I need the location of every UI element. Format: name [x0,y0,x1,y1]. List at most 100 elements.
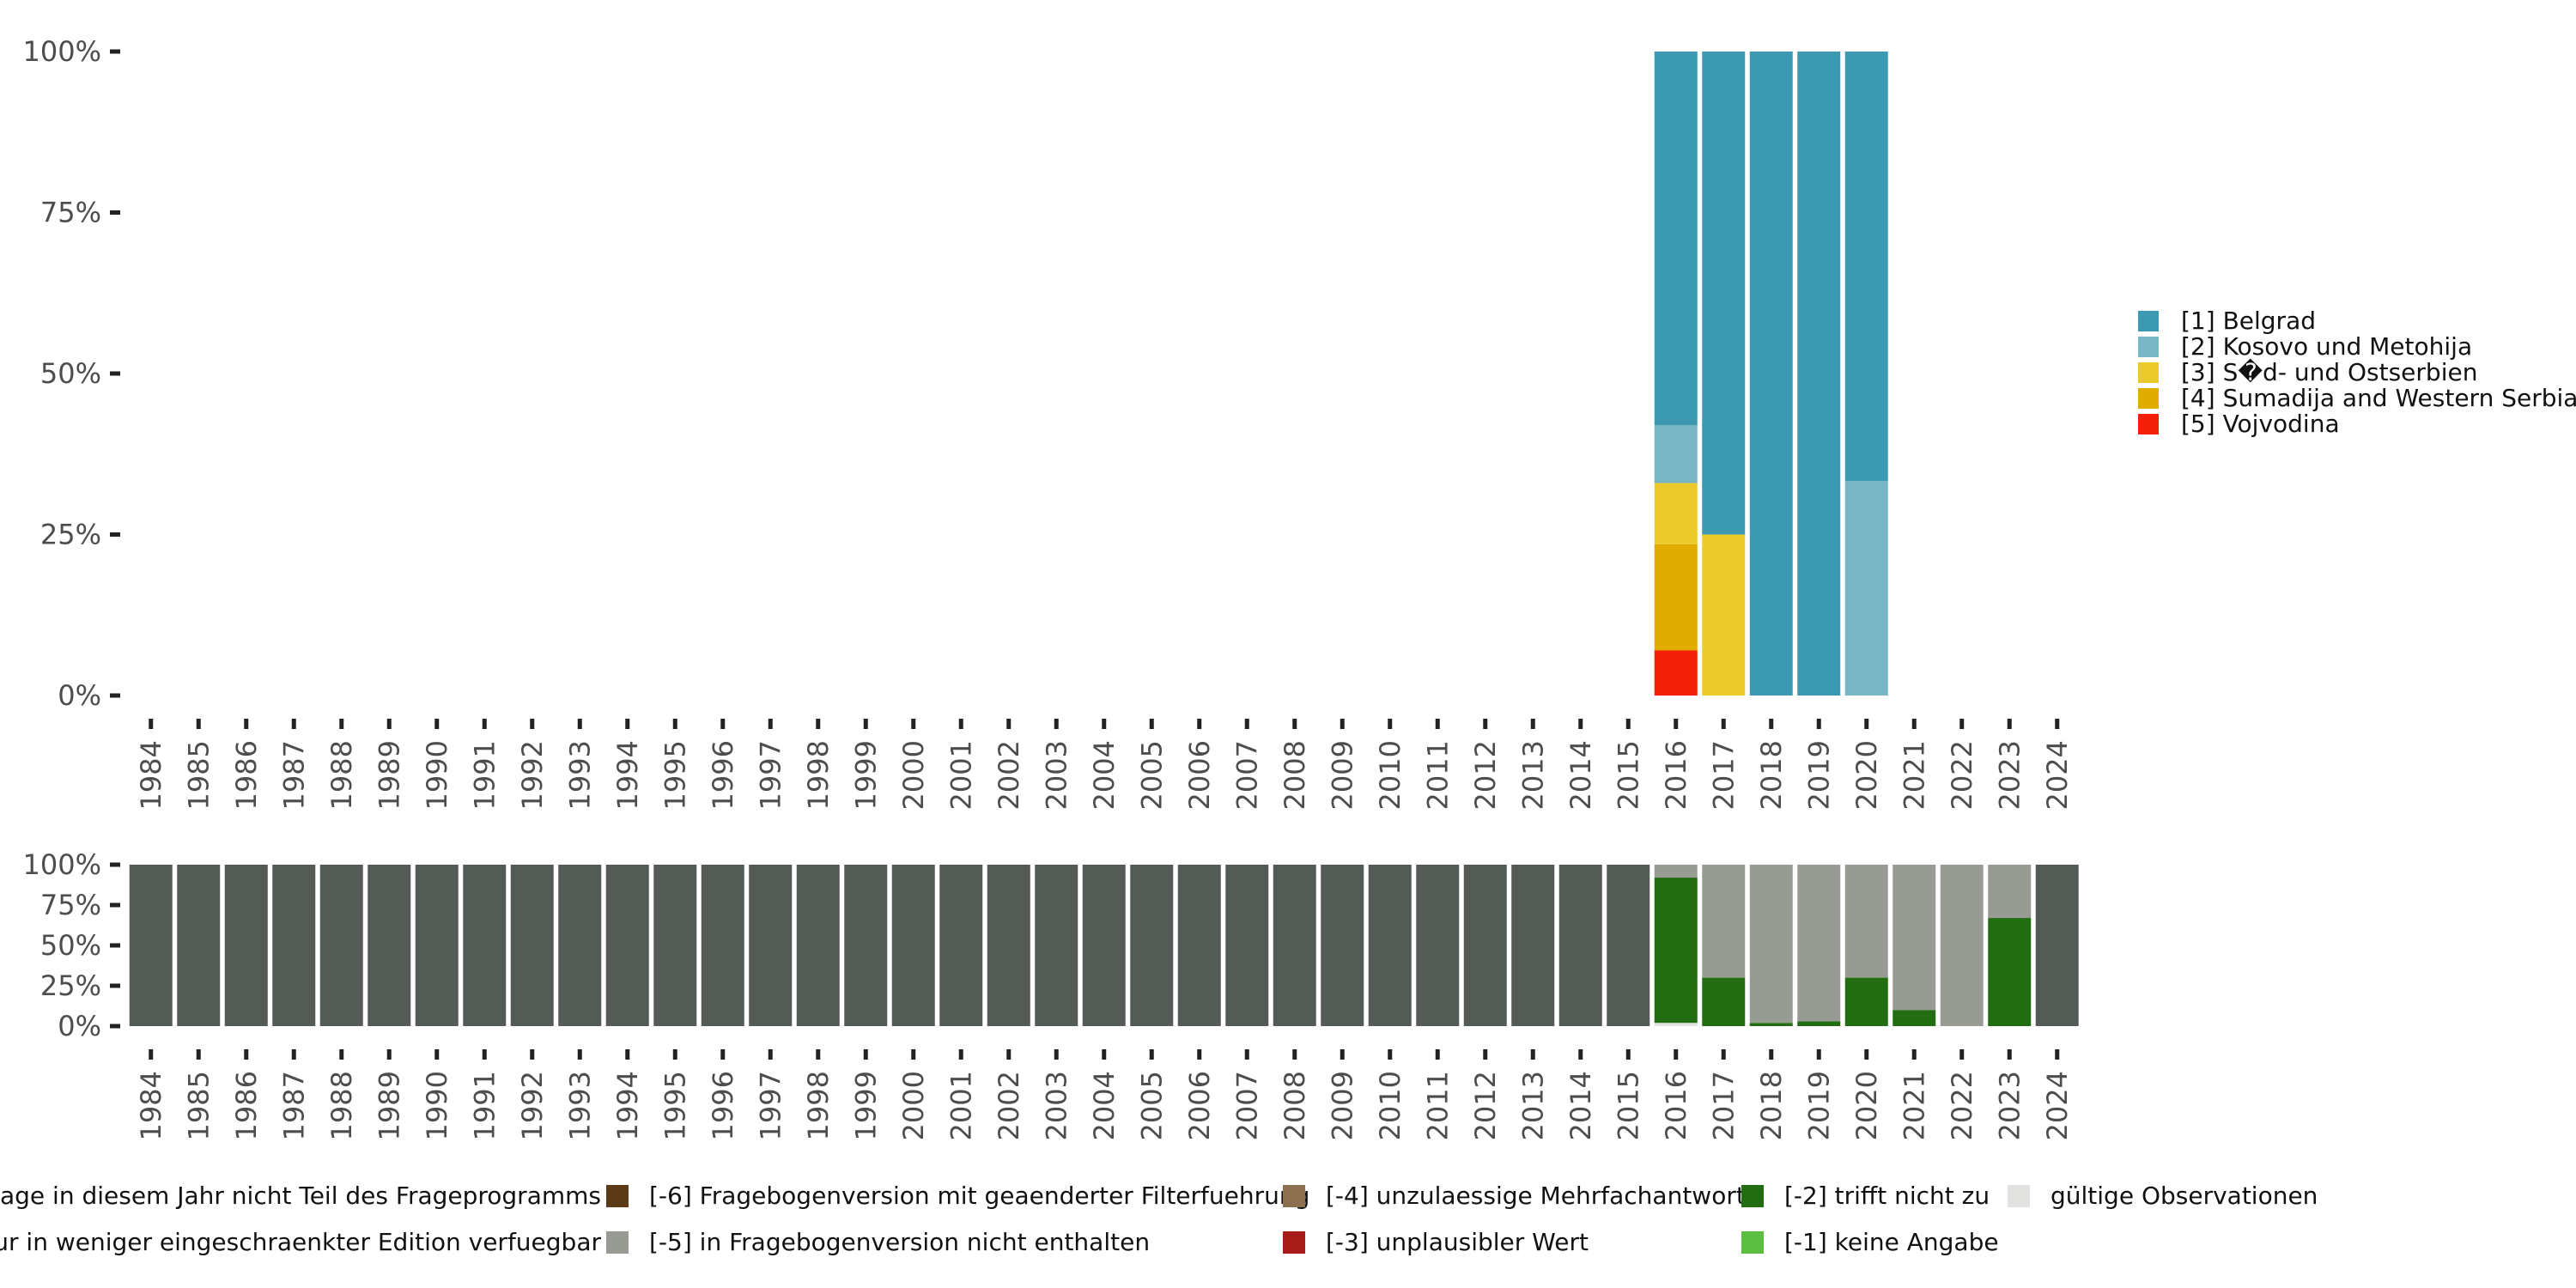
bottom-x-tick-label: 2014 [1564,1071,1597,1140]
top-x-tick-label: 1986 [230,740,263,810]
bottom-y-tick-label: 75% [40,889,101,921]
top-x-tick-label: 1996 [707,740,739,810]
missing-legend-swatch [1283,1231,1305,1254]
missing-legend-swatch [1283,1185,1305,1207]
bottom-x-tick-label: 1994 [611,1071,644,1140]
top-x-tick-label: 2024 [2041,740,2074,810]
top-y-tick-label: 100% [23,35,101,68]
bottom-bar-1985-8-frage-in-diesem-jahr-nicht-teil-des-frageprogramms [177,865,221,1026]
top-y-tick-label: 75% [40,197,101,229]
top-bar-2017-3-s-d-und-ostserbien [1702,534,1746,696]
bottom-bar-2023-2-trifft-nicht-zu [1988,918,2032,1026]
bottom-bar-2021-2-trifft-nicht-zu [1893,1010,1936,1026]
bottom-bar-1987-8-frage-in-diesem-jahr-nicht-teil-des-frageprogramms [272,865,316,1026]
top-x-tick-label: 2011 [1421,740,1454,810]
top-bar-2018-1-belgrad [1749,52,1793,696]
bottom-x-tick-label: 2005 [1135,1071,1168,1140]
bottom-x-tick-label: 2002 [993,1071,1025,1140]
top-x-tick-label: 1992 [516,740,549,810]
bottom-x-tick-label: 2017 [1707,1071,1740,1140]
bottom-bar-1998-8-frage-in-diesem-jahr-nicht-teil-des-frageprogramms [796,865,840,1026]
bottom-bar-2006-8-frage-in-diesem-jahr-nicht-teil-des-frageprogramms [1177,865,1221,1026]
bottom-bar-2016-g-ltige-observationen [1654,1023,1698,1026]
missing-legend-label: [-2] trifft nicht zu [1784,1182,1990,1210]
bottom-x-tick-label: 2011 [1421,1071,1454,1140]
top-x-tick-label: 1985 [182,740,215,810]
top-x-tick-label: 1994 [611,740,644,810]
bottom-bar-1992-8-frage-in-diesem-jahr-nicht-teil-des-frageprogramms [510,865,554,1026]
missing-legend-label: [-1] keine Angabe [1784,1228,1999,1256]
bottom-bar-2017-2-trifft-nicht-zu [1702,977,1746,1026]
bottom-bar-2016-2-trifft-nicht-zu [1654,878,1698,1024]
top-bar-2019-1-belgrad [1797,52,1841,696]
top-x-tick-label: 2000 [897,740,930,810]
bottom-bar-2019-2-trifft-nicht-zu [1797,1021,1841,1026]
top-bar-2016-4-sumadija-and-western-serbia [1654,544,1698,651]
bottom-bar-1989-8-frage-in-diesem-jahr-nicht-teil-des-frageprogramms [368,865,411,1026]
region-legend-label: [2] Kosovo und Metohija [2181,332,2472,361]
missing-legend-swatch [606,1185,629,1207]
bottom-x-tick-label: 2022 [1946,1071,1978,1140]
bottom-x-tick-label: 1995 [659,1071,691,1140]
top-x-tick-label: 1987 [277,740,310,810]
top-x-tick-label: 2002 [993,740,1025,810]
region-legend: [1] Belgrad[2] Kosovo und Metohija[3] S�… [2138,307,2576,438]
top-x-tick-label: 2022 [1946,740,1978,810]
top-y-tick-label: 25% [40,519,101,551]
region-legend-swatch [2138,337,2159,357]
top-x-tick-label: 1988 [325,740,358,810]
bottom-bar-2018-5-in-fragebogenversion-nicht-enthalten [1749,865,1793,1024]
top-x-tick-label: 2017 [1707,740,1740,810]
missing-values-chart: 0% 25% 50% 75% 100% 1984 1985 1986 1987 1988 1989 1… [23,848,2079,1140]
bottom-x-tick-label: 1997 [754,1071,787,1140]
bottom-x-tick-label: 1993 [563,1071,596,1140]
bottom-bar-1997-8-frage-in-diesem-jahr-nicht-teil-des-frageprogramms [749,865,793,1026]
region-legend-label: [4] Sumadija and Western Serbia [2181,384,2576,412]
region-share-chart: 0% 25% 50% 75% 100% 1984 1985 1986 1987 1988 1989 1… [23,35,2074,810]
bottom-bar-1990-8-frage-in-diesem-jahr-nicht-teil-des-frageprogramms [415,865,459,1026]
missing-legend-label: [-4] unzulaessige Mehrfachantwort [1326,1182,1746,1210]
top-x-tick-label: 1995 [659,740,691,810]
bottom-x-tick-label: 2006 [1183,1071,1216,1140]
bottom-bar-2010-8-frage-in-diesem-jahr-nicht-teil-des-frageprogramms [1368,865,1412,1026]
bottom-x-tick-label: 1998 [802,1071,835,1140]
missing-legend-swatch [606,1231,629,1254]
bottom-x-tick-label: 2003 [1040,1071,1072,1140]
bottom-x-tick-label: 1999 [849,1071,882,1140]
top-bar-2017-1-belgrad [1702,52,1746,535]
top-x-tick-label: 2004 [1088,740,1121,810]
top-x-tick-label: 2019 [1802,740,1835,810]
top-bar-2020-2-kosovo-und-metohija [1844,481,1888,696]
top-x-tick-label: 1984 [135,740,167,810]
bottom-x-tick-label: 1989 [373,1071,405,1140]
bottom-bar-2008-8-frage-in-diesem-jahr-nicht-teil-des-frageprogramms [1273,865,1316,1026]
bottom-x-tick-label: 1986 [230,1071,263,1140]
top-bar-2016-1-belgrad [1654,52,1698,425]
bottom-bar-2020-2-trifft-nicht-zu [1844,977,1888,1026]
top-x-tick-label: 1998 [802,740,835,810]
top-y-tick-label: 50% [40,357,101,390]
missing-legend-label: [-5] in Fragebogenversion nicht enthalte… [649,1228,1150,1256]
bottom-x-tick-label: 2013 [1516,1071,1549,1140]
bottom-x-tick-label: 2020 [1850,1071,1883,1140]
top-x-tick-label: 2006 [1183,740,1216,810]
bottom-x-tick-label: 1990 [421,1071,453,1140]
top-x-tick-label: 2003 [1040,740,1072,810]
missing-legend-swatch [1741,1185,1764,1207]
missing-legend-label: [-7] nur in weniger eingeschraenkter Edi… [0,1228,601,1256]
bottom-x-tick-label: 2021 [1898,1071,1930,1140]
bottom-x-tick-label: 1988 [325,1071,358,1140]
missing-legend-label: gültige Observationen [2050,1182,2318,1210]
bottom-x-tick-label: 1987 [277,1071,310,1140]
bottom-bar-1999-8-frage-in-diesem-jahr-nicht-teil-des-frageprogramms [844,865,888,1026]
missing-legend-label: [-3] unplausibler Wert [1326,1228,1589,1256]
bottom-bar-2018-2-trifft-nicht-zu [1749,1023,1793,1026]
top-x-tick-label: 2013 [1516,740,1549,810]
region-legend-swatch [2138,388,2159,409]
bottom-bar-2012-8-frage-in-diesem-jahr-nicht-teil-des-frageprogramms [1463,865,1507,1026]
bottom-bar-1991-8-frage-in-diesem-jahr-nicht-teil-des-frageprogramms [463,865,507,1026]
bottom-bar-2002-8-frage-in-diesem-jahr-nicht-teil-des-frageprogramms [987,865,1030,1026]
bottom-bar-2001-8-frage-in-diesem-jahr-nicht-teil-des-frageprogramms [939,865,983,1026]
top-x-tick-label: 2014 [1564,740,1597,810]
